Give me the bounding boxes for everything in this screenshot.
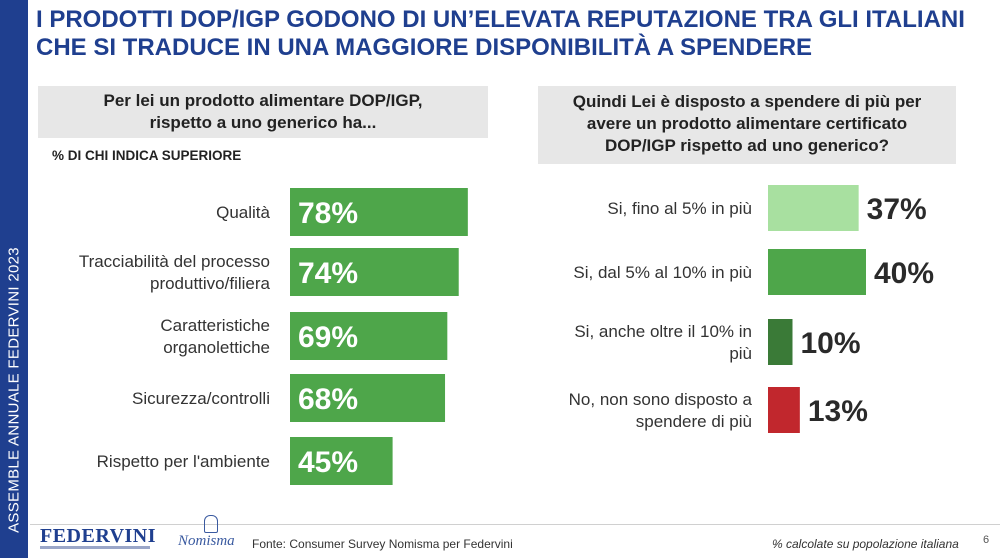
bar-2-3 [768, 319, 793, 365]
right-question-line-2: avere un prodotto alimentare certificato [586, 114, 908, 133]
category-label-2-1: Si, fino al 5% in più [607, 199, 752, 218]
source-note: Fonte: Consumer Survey Nomisma per Feder… [252, 537, 513, 551]
federvini-logo-underline [40, 546, 150, 549]
page-title: I PRODOTTI DOP/IGP GODONO DI UN’ELEVATA … [36, 6, 986, 62]
right-question-line-3: DOP/IGP rispetto ad uno generico? [604, 136, 889, 155]
category-label-1-3-line1: Caratteristiche [160, 316, 270, 335]
left-subhead: % DI CHI INDICA SUPERIORE [52, 148, 242, 163]
population-note: % calcolate su popolazione italiana [772, 537, 959, 551]
category-label-1-2-line1: Tracciabilità del processo [79, 252, 270, 271]
right-question-box: Quindi Lei è disposto a spendere di più … [538, 86, 956, 164]
nomisma-logo-icon [204, 515, 218, 533]
category-label-1-1: Qualità [216, 203, 270, 222]
value-label-2-1: 37% [867, 193, 927, 226]
charts-canvas: Qualità 78% Tracciabilità del processo prod… [79, 185, 934, 485]
value-label-2-4: 13% [808, 395, 868, 428]
category-label-2-2: Si, dal 5% al 10% in più [573, 263, 752, 282]
left-question-line-2: rispetto a uno generico ha... [149, 113, 377, 132]
category-label-1-4: Sicurezza/controlli [132, 389, 270, 408]
value-label-2-3: 10% [801, 327, 861, 360]
federvini-logo: FEDERVINI [40, 525, 157, 547]
value-label-2-2: 40% [874, 257, 934, 290]
bar-1-4 [290, 374, 446, 422]
page-number: 6 [983, 534, 990, 546]
nomisma-logo: Nomisma [178, 533, 235, 549]
category-label-2-3-line2: più [729, 344, 752, 363]
bar-1-3 [290, 312, 448, 360]
value-label-1-1: 78% [298, 197, 358, 230]
title-line-2: CHE SI TRADUCE IN UNA MAGGIORE DISPONIBI… [36, 34, 813, 61]
bar-2-2 [768, 249, 866, 295]
value-label-1-2: 74% [298, 257, 358, 290]
value-label-1-4: 68% [298, 383, 358, 416]
category-label-2-4-line2: spendere di più [636, 412, 752, 431]
left-question-line-1: Per lei un prodotto alimentare DOP/IGP, [103, 91, 423, 110]
footer-divider [30, 524, 1000, 525]
title-line-1: I PRODOTTI DOP/IGP GODONO DI UN’ELEVATA … [36, 6, 965, 33]
right-question-line-1: Quindi Lei è disposto a spendere di più … [572, 92, 922, 111]
bar-2-4 [768, 387, 800, 433]
category-label-1-3-line2: organolettiche [163, 338, 270, 357]
category-label-2-4-line1: No, non sono disposto a [569, 390, 753, 409]
bar-2-1 [768, 185, 859, 231]
category-label-2-3-line1: Si, anche oltre il 10% in [574, 322, 752, 341]
bar-1-2 [290, 248, 459, 296]
value-label-1-5: 45% [298, 446, 358, 479]
bar-1-1 [290, 188, 468, 236]
left-question-box: Per lei un prodotto alimentare DOP/IGP, … [38, 86, 488, 138]
category-label-1-5: Rispetto per l'ambiente [97, 452, 270, 471]
bar-1-5 [290, 437, 393, 485]
category-label-1-2-line2: produttivo/filiera [150, 274, 271, 293]
side-band: ASSEMBLE ANNUALE FEDERVINI 2023 [0, 0, 28, 558]
value-label-1-3: 69% [298, 321, 358, 354]
